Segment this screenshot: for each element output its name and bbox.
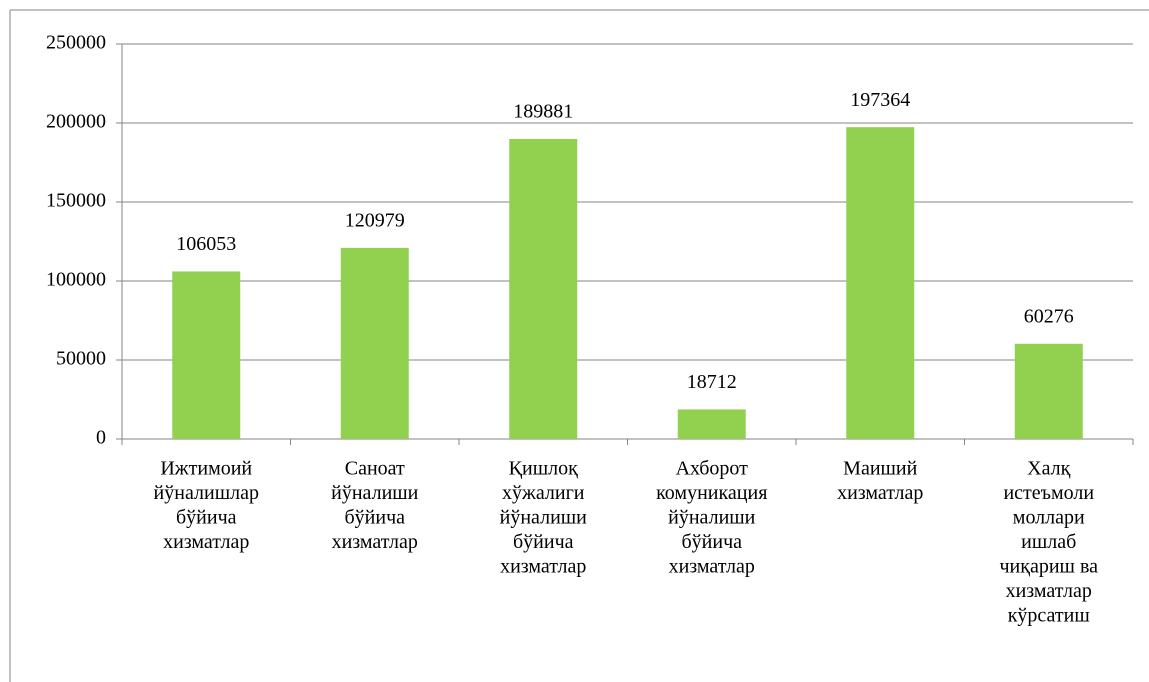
data-label: 189881 (513, 101, 573, 123)
x-tick-label: моллари (1013, 507, 1085, 529)
x-tick-label: кўрсатиш (1008, 605, 1091, 627)
x-tick-label: бўйича (344, 507, 405, 529)
x-tick-label: хизматлар (163, 531, 249, 553)
bar (1014, 343, 1083, 439)
x-tick-label: чиқариш ва (999, 556, 1098, 578)
x-tick-label: Маиший (843, 458, 917, 480)
data-label: 120979 (345, 209, 405, 231)
x-tick-label: хўжалиги (502, 482, 585, 504)
x-tick-label: хизматлар (500, 556, 586, 578)
x-tick-label: Ижтимоий (160, 458, 252, 480)
x-tick-label: истеъмоли (1003, 482, 1094, 504)
y-tick-label: 100000 (46, 269, 106, 291)
bar (677, 409, 746, 439)
x-tick-label: йўналиши (668, 507, 756, 529)
data-label: 18712 (687, 371, 737, 393)
x-tick-label: бўйича (513, 531, 574, 553)
x-tick-label: Саноат (345, 458, 405, 480)
x-tick-label: Қишлоқ (509, 458, 578, 480)
data-label: 60276 (1024, 305, 1074, 327)
x-tick-label: хизматлар (669, 556, 755, 578)
x-tick-label: Халқ (1027, 458, 1070, 480)
data-label: 106053 (176, 233, 236, 255)
x-tick-label: йўналиши (500, 507, 588, 529)
bar (509, 138, 578, 439)
y-tick-label: 0 (96, 427, 106, 449)
x-tick-label: йўналиши (331, 482, 419, 504)
x-tick-label: комуникация (656, 482, 767, 504)
data-label: 197364 (850, 89, 910, 111)
y-tick-label: 250000 (46, 32, 106, 54)
y-tick-label: 150000 (46, 190, 106, 212)
x-tick-label: бўйича (681, 531, 742, 553)
bar (846, 127, 915, 439)
x-tick-label: йўналишлар (154, 482, 259, 504)
bar (172, 271, 241, 439)
x-tick-label: хизматлар (837, 482, 923, 504)
x-tick-label: хизматлар (1006, 580, 1092, 602)
y-tick-label: 50000 (56, 348, 106, 370)
x-tick-label: Ахборот (676, 458, 749, 480)
x-tick-label: хизматлар (332, 531, 418, 553)
bar (340, 247, 409, 439)
x-tick-label: ишлаб (1021, 531, 1076, 553)
y-tick-label: 200000 (46, 111, 106, 133)
x-tick-label: бўйича (176, 507, 237, 529)
